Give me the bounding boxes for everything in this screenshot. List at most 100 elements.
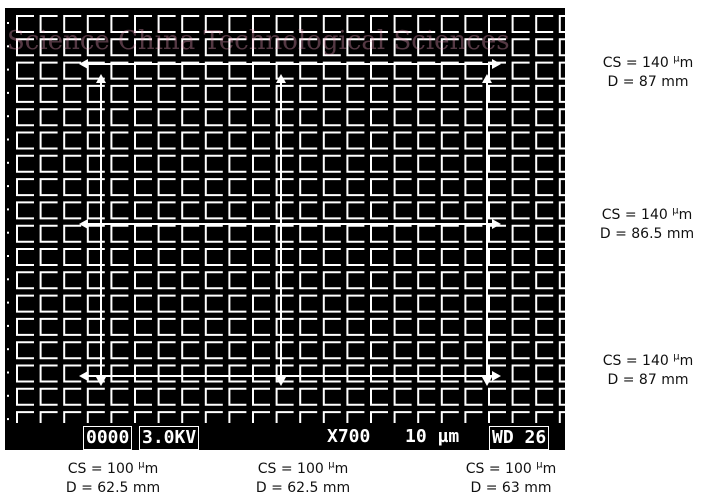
grid-cell bbox=[157, 131, 176, 150]
grid-cell bbox=[86, 271, 105, 290]
grid-cell bbox=[204, 387, 223, 406]
grid-cell bbox=[204, 154, 223, 173]
grid-cell bbox=[393, 364, 412, 383]
grid-cell bbox=[511, 387, 530, 406]
grid-cell bbox=[299, 15, 318, 33]
grid-cell bbox=[322, 271, 341, 290]
grid-cell bbox=[134, 201, 152, 220]
grid-cell bbox=[346, 224, 365, 243]
grid-cell bbox=[440, 387, 459, 406]
grid-cell bbox=[511, 248, 530, 266]
grid-cell bbox=[181, 61, 200, 80]
edge-dot bbox=[7, 371, 9, 374]
grid-cell bbox=[440, 108, 459, 127]
grid-cell bbox=[440, 15, 459, 33]
grid-cell bbox=[204, 15, 223, 33]
grid-cell bbox=[39, 38, 58, 57]
grid-cell bbox=[464, 387, 483, 406]
grid-cell bbox=[86, 178, 105, 197]
grid-cell bbox=[16, 341, 34, 360]
grid-cell bbox=[39, 317, 58, 336]
grid-cell bbox=[535, 15, 554, 33]
grid-cell bbox=[346, 84, 365, 103]
grid-cell bbox=[440, 294, 459, 313]
grid-cell bbox=[393, 387, 412, 406]
cell-size-label: CS = 140 µm bbox=[602, 351, 694, 369]
grid-cell bbox=[440, 317, 459, 336]
grid-cell bbox=[299, 364, 318, 383]
distance-label: D = 87 mm bbox=[607, 372, 689, 388]
grid-cell bbox=[134, 248, 152, 266]
grid-cell bbox=[252, 201, 270, 220]
grid-cell bbox=[63, 178, 82, 197]
grid-cell bbox=[110, 178, 129, 197]
grid-cell bbox=[370, 248, 388, 266]
grid-cell bbox=[417, 108, 436, 127]
grid-cell bbox=[157, 108, 176, 127]
measurement-right-bottom: CS = 140 µm D = 87 mm bbox=[590, 352, 706, 390]
grid-cell bbox=[535, 108, 554, 127]
grid-cell bbox=[157, 271, 176, 290]
measurement-bottom-right: CS = 100 µm D = 63 mm bbox=[446, 460, 576, 498]
grid-cell bbox=[346, 248, 365, 266]
grid-cell bbox=[322, 341, 341, 360]
grid-cell bbox=[134, 131, 152, 150]
edge-dot bbox=[7, 255, 9, 257]
scale-bar-code: 0000 bbox=[83, 426, 133, 450]
grid-cell bbox=[157, 15, 176, 33]
grid-cell bbox=[16, 364, 34, 383]
grid-cell bbox=[535, 387, 554, 406]
grid-cell bbox=[39, 15, 58, 33]
grid-cell bbox=[86, 294, 105, 313]
grid-cell bbox=[464, 271, 483, 290]
grid-cell bbox=[558, 224, 565, 243]
grid-cell bbox=[417, 294, 436, 313]
grid-cell bbox=[299, 84, 318, 103]
grid-cell bbox=[157, 387, 176, 406]
grid-cell bbox=[322, 387, 341, 406]
grid-cell bbox=[39, 61, 58, 80]
grid-cell bbox=[535, 84, 554, 103]
grid-cell bbox=[393, 248, 412, 266]
grid-cells bbox=[7, 15, 565, 430]
grid-cell bbox=[440, 61, 459, 80]
grid-cell bbox=[558, 201, 565, 220]
grid-cell bbox=[86, 248, 105, 266]
grid-cell bbox=[252, 178, 270, 197]
grid-cell bbox=[535, 364, 554, 383]
measurement-bottom-left: CS = 100 µm D = 62.5 mm bbox=[48, 460, 178, 498]
grid-cell bbox=[157, 294, 176, 313]
grid-cell bbox=[511, 364, 530, 383]
grid-cell bbox=[86, 317, 105, 336]
grid-cell bbox=[322, 317, 341, 336]
distance-label: D = 62.5 mm bbox=[65, 480, 161, 496]
grid-cell bbox=[39, 201, 58, 220]
grid-cell bbox=[181, 201, 200, 220]
grid-cell bbox=[322, 248, 341, 266]
grid-cell bbox=[346, 364, 365, 383]
grid-cell bbox=[157, 317, 176, 336]
grid-cell bbox=[511, 131, 530, 150]
grid-cell bbox=[134, 387, 152, 406]
grid-cell bbox=[299, 154, 318, 173]
grid-cell bbox=[322, 154, 341, 173]
cell-size-label: CS = 100 µm bbox=[257, 459, 349, 477]
edge-dot bbox=[7, 394, 9, 397]
grid-cell bbox=[511, 108, 530, 127]
grid-cell bbox=[393, 294, 412, 313]
grid-cell bbox=[393, 108, 412, 127]
grid-cell bbox=[110, 341, 129, 360]
grid-cell bbox=[488, 294, 506, 313]
grid-cell bbox=[299, 294, 318, 313]
grid-cell bbox=[417, 61, 436, 80]
grid-cell bbox=[86, 387, 105, 406]
grid-cell bbox=[299, 108, 318, 127]
grid-cell bbox=[346, 154, 365, 173]
grid-cell bbox=[181, 15, 200, 33]
grid-cell bbox=[393, 61, 412, 80]
grid-cell bbox=[417, 364, 436, 383]
grid-cell bbox=[39, 271, 58, 290]
grid-cell bbox=[181, 271, 200, 290]
grid-cell bbox=[228, 178, 247, 197]
grid-cell bbox=[110, 224, 129, 243]
